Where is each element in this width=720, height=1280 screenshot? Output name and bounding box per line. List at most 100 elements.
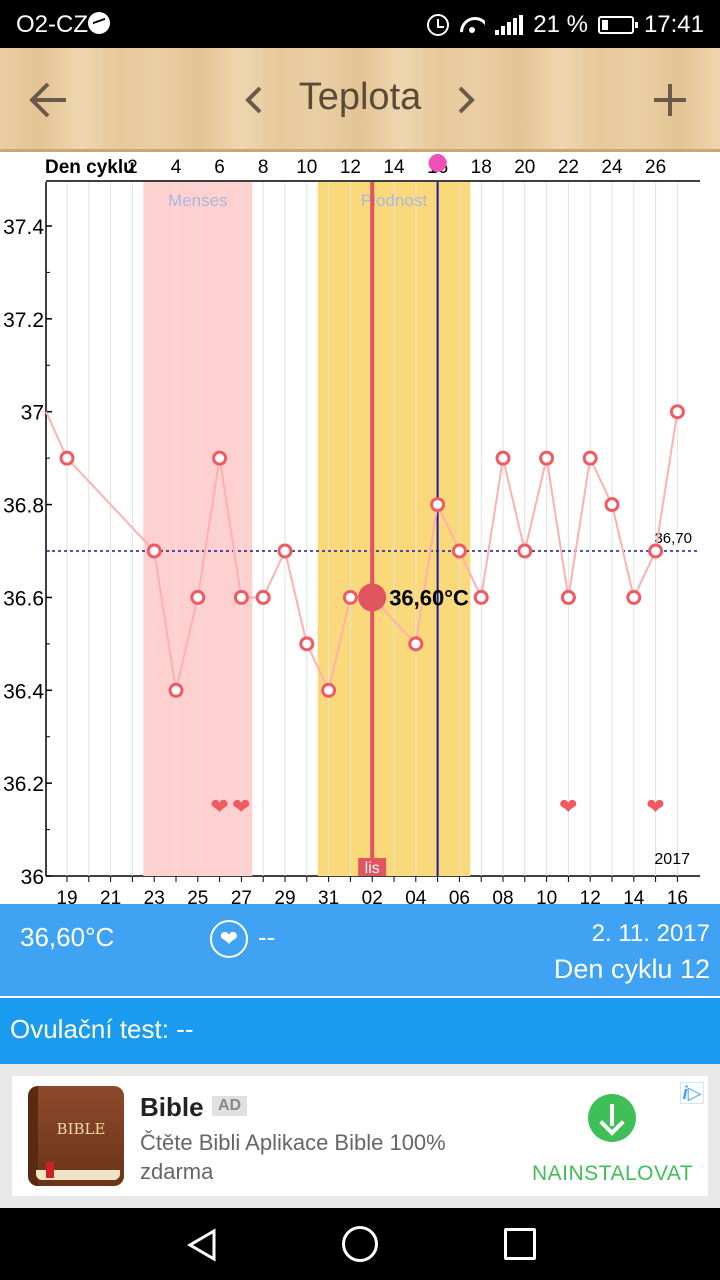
info-panel: 36,60°C ❤ -- 2. 11. 2017 Den cyklu 12 — [0, 904, 720, 996]
data-point — [212, 450, 228, 466]
square-recent-icon[interactable] — [504, 1228, 536, 1260]
top-tick-label: 6 — [214, 157, 225, 178]
adchoices-icon[interactable]: i▷ — [680, 1082, 704, 1104]
x-tick-label: 06 — [449, 888, 470, 904]
data-point — [604, 497, 620, 513]
top-tick-label: 10 — [296, 157, 317, 178]
month-label: lis — [365, 860, 380, 877]
divider — [0, 996, 720, 998]
x-tick-label: 27 — [231, 888, 252, 904]
data-point — [342, 589, 358, 605]
data-point — [408, 636, 424, 652]
data-point — [495, 450, 511, 466]
arrow-left-icon — [29, 82, 66, 118]
y-tick-label: 36.6 — [3, 587, 44, 610]
x-tick-label: 25 — [187, 888, 208, 904]
wifi-icon — [459, 15, 485, 35]
data-point — [517, 543, 533, 559]
nav-back-button[interactable] — [186, 1228, 218, 1262]
temperature-line — [45, 411, 679, 694]
x-tick-label: 16 — [667, 888, 688, 904]
top-tick-label: 4 — [171, 157, 182, 178]
carrier-name: O2-CZ — [16, 11, 88, 38]
top-axis-label: Den cyklu — [45, 157, 135, 178]
selected-point — [358, 583, 387, 612]
data-point — [539, 450, 555, 466]
x-tick-label: 14 — [623, 888, 645, 904]
previous-button[interactable] — [236, 80, 272, 120]
toolbar: Teplota — [0, 48, 720, 152]
data-point — [233, 589, 249, 605]
x-tick-label: 12 — [580, 888, 601, 904]
data-point — [190, 589, 206, 605]
bible-icon-label: BIBLE — [56, 1120, 106, 1138]
ovulation-marker — [428, 154, 447, 172]
temperature-chart[interactable]: Menses Plodnost 36 36.2 36.4 36.6 36.8 37 37.2 37… — [0, 152, 720, 904]
data-point — [648, 543, 664, 559]
battery-icon — [597, 16, 638, 34]
x-tick-label: 08 — [492, 888, 513, 904]
ad-card[interactable]: BIBLE Bible AD Čtěte Bibli Aplikace Bibl… — [12, 1076, 708, 1196]
bible-app-icon[interactable]: BIBLE — [28, 1086, 124, 1186]
heart-icon: ❤ — [232, 795, 250, 820]
menses-label: Menses — [168, 191, 228, 210]
x-tick-label: 10 — [536, 888, 557, 904]
data-point — [168, 682, 184, 698]
battery-percent: 21 % — [533, 11, 588, 38]
y-tick-label: 36.2 — [3, 773, 44, 796]
chevron-right-icon — [458, 86, 475, 114]
triangle-back-icon — [187, 1228, 216, 1262]
heart-icon: ❤ — [559, 795, 577, 820]
top-tick-label: 2 — [127, 157, 138, 178]
x-tick-label: 29 — [274, 888, 295, 904]
data-point — [473, 589, 489, 605]
data-point — [430, 497, 446, 513]
chevron-left-icon — [245, 86, 262, 114]
messenger-icon — [88, 12, 110, 34]
y-tick-label: 37.4 — [3, 216, 44, 239]
x-tick-label: 02 — [362, 888, 383, 904]
y-tick-label: 36.8 — [3, 495, 44, 518]
month-label-bg — [358, 858, 387, 876]
ad-badge: AD — [212, 1096, 248, 1116]
circle-home-icon[interactable] — [342, 1226, 378, 1262]
top-tick-label: 18 — [471, 157, 492, 178]
add-button[interactable] — [646, 76, 694, 124]
data-point — [451, 543, 467, 559]
top-tick-label: 20 — [514, 157, 535, 178]
data-point — [277, 543, 293, 559]
status-icons: 21 % 17:41 — [427, 11, 704, 39]
top-tick-label: 24 — [601, 157, 623, 178]
chart-svg: Menses Plodnost 36 36.2 36.4 36.6 36.8 37 37.2 37… — [3, 154, 700, 904]
ovulation-test-label: Ovulační test: -- — [10, 1014, 194, 1044]
y-tick-label: 37.2 — [3, 309, 44, 332]
data-point — [146, 543, 162, 559]
alarm-icon — [427, 14, 450, 36]
signal-icon — [495, 15, 524, 35]
selected-temperature: 36,60°C — [20, 922, 115, 952]
ad-title[interactable]: Bible — [140, 1092, 204, 1122]
clock: 17:41 — [643, 11, 704, 38]
ovulation-test-row[interactable]: Ovulační test: -- — [0, 998, 720, 1064]
heart-value: -- — [258, 922, 276, 952]
top-tick-label: 12 — [340, 157, 361, 178]
heart-icon: ❤ — [646, 795, 664, 820]
data-point — [321, 682, 337, 698]
x-tick-label: 23 — [144, 888, 165, 904]
top-tick-label: 22 — [558, 157, 579, 178]
status-bar: O2-CZ 21 % 17:41 — [0, 0, 720, 48]
download-icon[interactable] — [588, 1094, 636, 1142]
heart-icon[interactable]: ❤ — [210, 920, 248, 958]
top-tick-label: 26 — [645, 157, 666, 178]
heart-icon: ❤ — [210, 795, 228, 820]
ad-area: BIBLE Bible AD Čtěte Bibli Aplikace Bibl… — [0, 1064, 720, 1208]
install-button[interactable]: NAINSTALOVAT — [532, 1162, 694, 1185]
page-title: Teplota — [298, 76, 422, 118]
back-button[interactable] — [26, 78, 76, 122]
data-point — [626, 589, 642, 605]
next-button[interactable] — [448, 80, 484, 120]
year-label: 2017 — [654, 851, 690, 868]
fertile-label: Plodnost — [361, 191, 427, 210]
x-tick-label: 21 — [100, 888, 121, 904]
